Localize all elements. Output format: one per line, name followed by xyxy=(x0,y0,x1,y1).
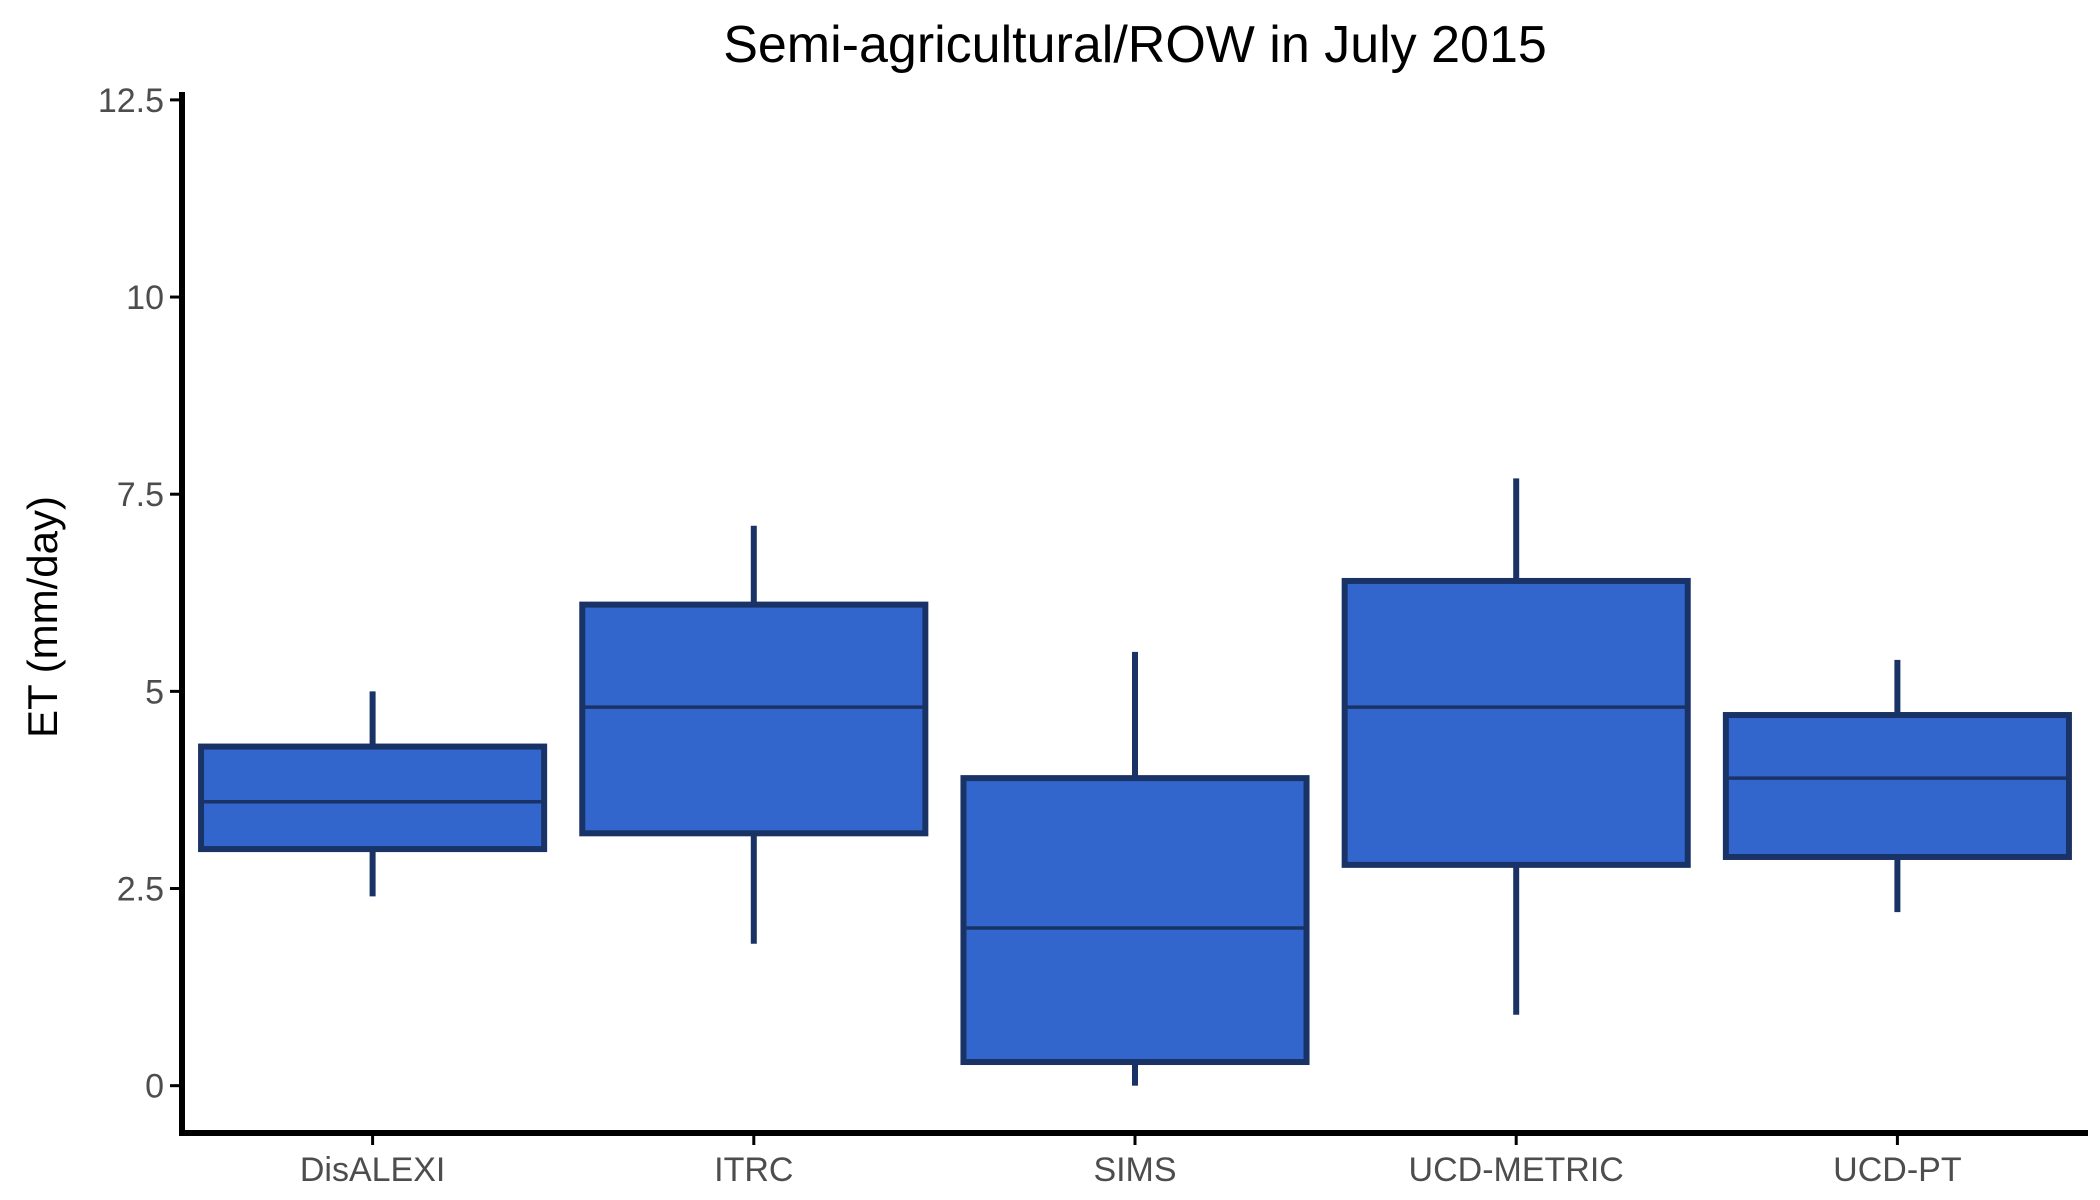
box-ucd-metric xyxy=(1341,577,1691,868)
y-tick-label: 7.5 xyxy=(117,476,164,514)
plot-area xyxy=(198,478,2072,1086)
box-group-sims xyxy=(960,651,1310,1086)
y-tick-label: 10 xyxy=(126,279,164,317)
box-group-ucd-pt xyxy=(1722,659,2072,913)
y-tick-label: 12.5 xyxy=(98,82,164,120)
box-itrc xyxy=(579,601,929,837)
axes: 0 2.5 5 7.5 10 12.5 DisALEXI ITRC SIMS UCD-METRIC… xyxy=(98,82,2088,1189)
box-ucd-pt xyxy=(1722,712,2072,860)
y-axis-label: ET (mm/day) xyxy=(19,496,66,738)
chart-title: Semi-agricultural/ROW in July 2015 xyxy=(723,16,1547,74)
y-tick-label: 0 xyxy=(145,1068,164,1106)
x-tick-label: ITRC xyxy=(714,1151,793,1189)
x-tick-label: UCD-METRIC xyxy=(1409,1151,1624,1189)
box-sims xyxy=(960,775,1310,1066)
x-tick-label: UCD-PT xyxy=(1833,1151,1961,1189)
y-tick-label: 2.5 xyxy=(117,871,164,909)
box-group-ucd-metric xyxy=(1341,478,1691,1015)
x-tick-label: SIMS xyxy=(1093,1151,1176,1189)
box-group-itrc xyxy=(579,525,929,944)
y-tick-label: 5 xyxy=(145,673,164,711)
box-group-disalexi xyxy=(198,691,548,897)
x-tick-label: DisALEXI xyxy=(300,1151,446,1189)
box-disalexi xyxy=(198,743,548,853)
